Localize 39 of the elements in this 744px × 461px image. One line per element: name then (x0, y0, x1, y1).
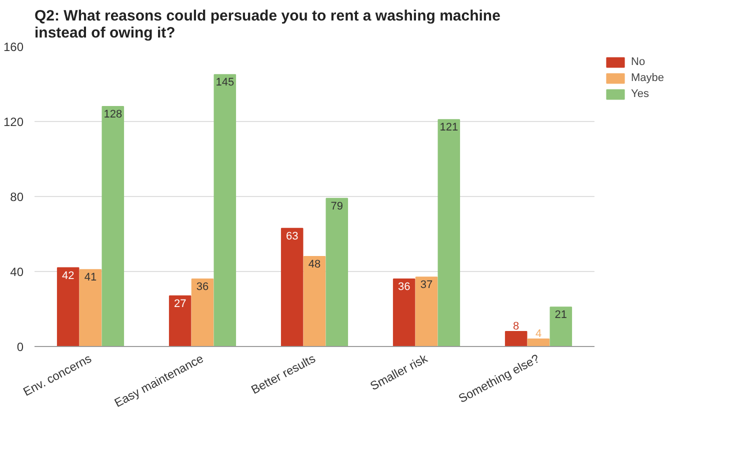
data-label: 27 (174, 298, 186, 310)
data-label: 36 (398, 281, 410, 293)
data-label: 8 (513, 320, 520, 332)
data-label: 63 (286, 230, 298, 242)
data-label: 128 (104, 108, 122, 120)
y-tick-label: 40 (10, 265, 24, 279)
bar (56, 267, 80, 346)
bar (392, 278, 416, 346)
legend-label: No (631, 56, 646, 68)
data-label: 41 (84, 272, 97, 284)
data-label: 21 (554, 309, 568, 322)
data-label: 145 (216, 76, 234, 89)
bar (550, 306, 572, 346)
bar (415, 276, 438, 346)
data-label: 37 (420, 279, 433, 292)
bar (280, 228, 304, 346)
y-tick-label: 120 (3, 115, 24, 129)
data-label: 36 (196, 281, 209, 293)
data-label: 4 (535, 328, 542, 340)
bar (303, 256, 326, 346)
bar (191, 278, 214, 346)
y-tick-label: 160 (3, 40, 24, 54)
chart-title: Q2: What reasons could persuade you to rent a washing machine instead of owing it? (34, 8, 500, 42)
bar (527, 338, 550, 346)
bar (214, 74, 236, 346)
data-label: 121 (440, 122, 458, 134)
bar (79, 269, 102, 346)
legend-label: Yes (631, 88, 650, 100)
legend-label: Maybe (631, 72, 664, 84)
data-label: 48 (308, 258, 321, 270)
bar (438, 119, 460, 346)
bar (168, 295, 192, 346)
data-label: 42 (62, 270, 74, 282)
bar (326, 198, 348, 346)
y-tick-label: 80 (10, 190, 24, 204)
data-label: 79 (330, 200, 344, 212)
bar (504, 331, 528, 346)
y-tick-label: 0 (16, 340, 24, 354)
bar (102, 106, 124, 346)
